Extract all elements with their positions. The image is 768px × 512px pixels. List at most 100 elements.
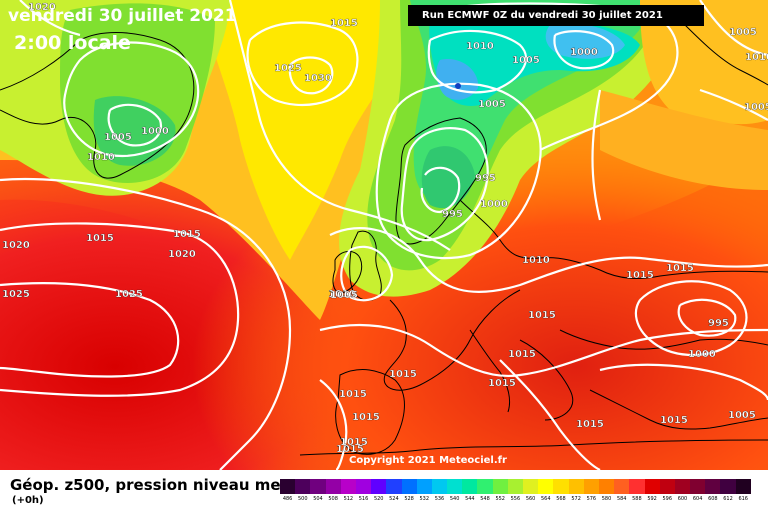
isobar-1000-east bbox=[599, 363, 768, 401]
legend-swatch bbox=[371, 479, 387, 494]
legend-swatch bbox=[735, 479, 751, 494]
pressure-label: 1015 bbox=[339, 389, 367, 400]
legend-label: 536 bbox=[434, 496, 445, 502]
map-footer: Géop. z500, pression niveau mer (+0h) 48… bbox=[0, 470, 768, 512]
pressure-label: 1005 bbox=[744, 102, 768, 113]
legend-cell: 612 bbox=[720, 479, 736, 502]
legend-label: 512 bbox=[343, 496, 354, 502]
legend-swatch bbox=[553, 479, 569, 494]
legend-swatch bbox=[355, 479, 372, 494]
legend-cell: 568 bbox=[553, 479, 569, 502]
coast-north-africa bbox=[299, 439, 768, 456]
legend-label: 500 bbox=[298, 496, 308, 502]
legend-swatch bbox=[295, 479, 311, 494]
pressure-label: 1015 bbox=[576, 419, 604, 430]
pressure-label: 1015 bbox=[488, 378, 516, 389]
legend-label: 556 bbox=[510, 496, 521, 502]
pressure-label: 1000 bbox=[570, 47, 598, 58]
field-band-576-e bbox=[600, 90, 768, 190]
pressure-label: 1000 bbox=[688, 349, 716, 360]
legend-swatch bbox=[705, 479, 721, 494]
legend-label: 516 bbox=[358, 496, 369, 502]
isobar-1005-scand bbox=[375, 82, 542, 260]
isobar-1005-e bbox=[699, 88, 768, 121]
legend-label: 560 bbox=[525, 496, 536, 502]
forecast-local-time: 2:00 locale bbox=[14, 32, 131, 54]
legend-cell: 580 bbox=[598, 479, 615, 502]
legend-swatch bbox=[629, 479, 645, 494]
pressure-label: 1015 bbox=[508, 349, 536, 360]
legend-cell: 592 bbox=[644, 479, 660, 502]
coast-kola bbox=[679, 19, 768, 86]
low-center-marker bbox=[455, 83, 461, 89]
legend-label: 544 bbox=[465, 496, 475, 502]
legend-label: 486 bbox=[282, 496, 293, 502]
coast-france bbox=[383, 289, 521, 391]
legend-label: 576 bbox=[586, 496, 597, 502]
coast-italy bbox=[469, 329, 573, 421]
isobar-1000-nw bbox=[107, 103, 163, 147]
legend-swatch bbox=[401, 479, 417, 494]
legend-label: 508 bbox=[328, 496, 338, 502]
legend-label: 580 bbox=[601, 496, 612, 502]
legend-cell: 532 bbox=[416, 479, 432, 502]
isobar-1005-nw bbox=[63, 41, 200, 158]
pressure-label: 1015 bbox=[330, 18, 358, 29]
isobar-1015-south bbox=[499, 359, 601, 470]
legend-cell: 584 bbox=[614, 479, 630, 502]
legend-cell: 556 bbox=[507, 479, 523, 502]
isobar-1015-n bbox=[228, 0, 451, 251]
isobar-1000-scand bbox=[400, 127, 489, 242]
legend-swatch bbox=[325, 479, 341, 494]
isobar-1015-central bbox=[319, 323, 768, 377]
coast-iberia bbox=[335, 369, 405, 455]
pressure-label: 1015 bbox=[173, 229, 201, 240]
pressure-label: 1025 bbox=[274, 63, 302, 74]
legend-swatch bbox=[523, 479, 539, 494]
legend-label: 608 bbox=[708, 496, 718, 502]
legend-swatch bbox=[507, 479, 523, 494]
pressure-label: 1020 bbox=[28, 2, 56, 13]
legend-swatch bbox=[644, 479, 660, 494]
legend-cell: 544 bbox=[462, 479, 478, 502]
isobar-1020 bbox=[0, 222, 240, 397]
legend-label: 548 bbox=[480, 496, 490, 502]
legend-label: 596 bbox=[662, 496, 673, 502]
legend-swatch bbox=[720, 479, 736, 494]
legend-cell: 500 bbox=[295, 479, 311, 502]
legend-cell: 560 bbox=[523, 479, 539, 502]
legend-cell: 576 bbox=[583, 479, 599, 502]
copyright-text: Copyright 2021 Meteociel.fr bbox=[349, 455, 507, 466]
legend-swatch bbox=[462, 479, 478, 494]
isobar-1010-central bbox=[329, 227, 768, 293]
isobar-1025 bbox=[0, 282, 180, 378]
pressure-label: 1020 bbox=[2, 240, 30, 251]
legend-cell: 552 bbox=[492, 479, 508, 502]
legend-label: 604 bbox=[692, 496, 703, 502]
legend-swatch bbox=[690, 479, 706, 494]
legend-label: 540 bbox=[449, 496, 460, 502]
legend-swatch bbox=[416, 479, 432, 494]
map-legend-title: Géop. z500, pression niveau mer bbox=[10, 476, 288, 494]
pressure-label: 1010 bbox=[328, 289, 356, 300]
legend-swatch bbox=[310, 479, 326, 494]
field-band-548-scand bbox=[421, 146, 475, 209]
pressure-label: 1000 bbox=[480, 199, 508, 210]
pressure-labels: 1015 1020 1025 1030 1005 1000 1010 1005 … bbox=[2, 2, 768, 455]
legend-swatch bbox=[340, 479, 356, 494]
coast-greenland bbox=[0, 32, 195, 179]
forecast-offset: (+0h) bbox=[12, 495, 44, 506]
legend-label: 568 bbox=[556, 496, 566, 502]
legend-label: 588 bbox=[632, 496, 642, 502]
pressure-label: 1015 bbox=[86, 233, 114, 244]
legend-label: 584 bbox=[616, 496, 627, 502]
field-band-540-n bbox=[436, 59, 479, 100]
isobar-1000-arctic bbox=[553, 30, 615, 70]
legend-label: 532 bbox=[419, 496, 430, 502]
pressure-label: 1010 bbox=[522, 255, 550, 266]
legend-swatch bbox=[568, 479, 584, 494]
legend-swatch bbox=[492, 479, 508, 494]
legend-cell: 596 bbox=[659, 479, 675, 502]
legend-swatch bbox=[431, 479, 448, 494]
legend-label: 616 bbox=[738, 496, 748, 502]
